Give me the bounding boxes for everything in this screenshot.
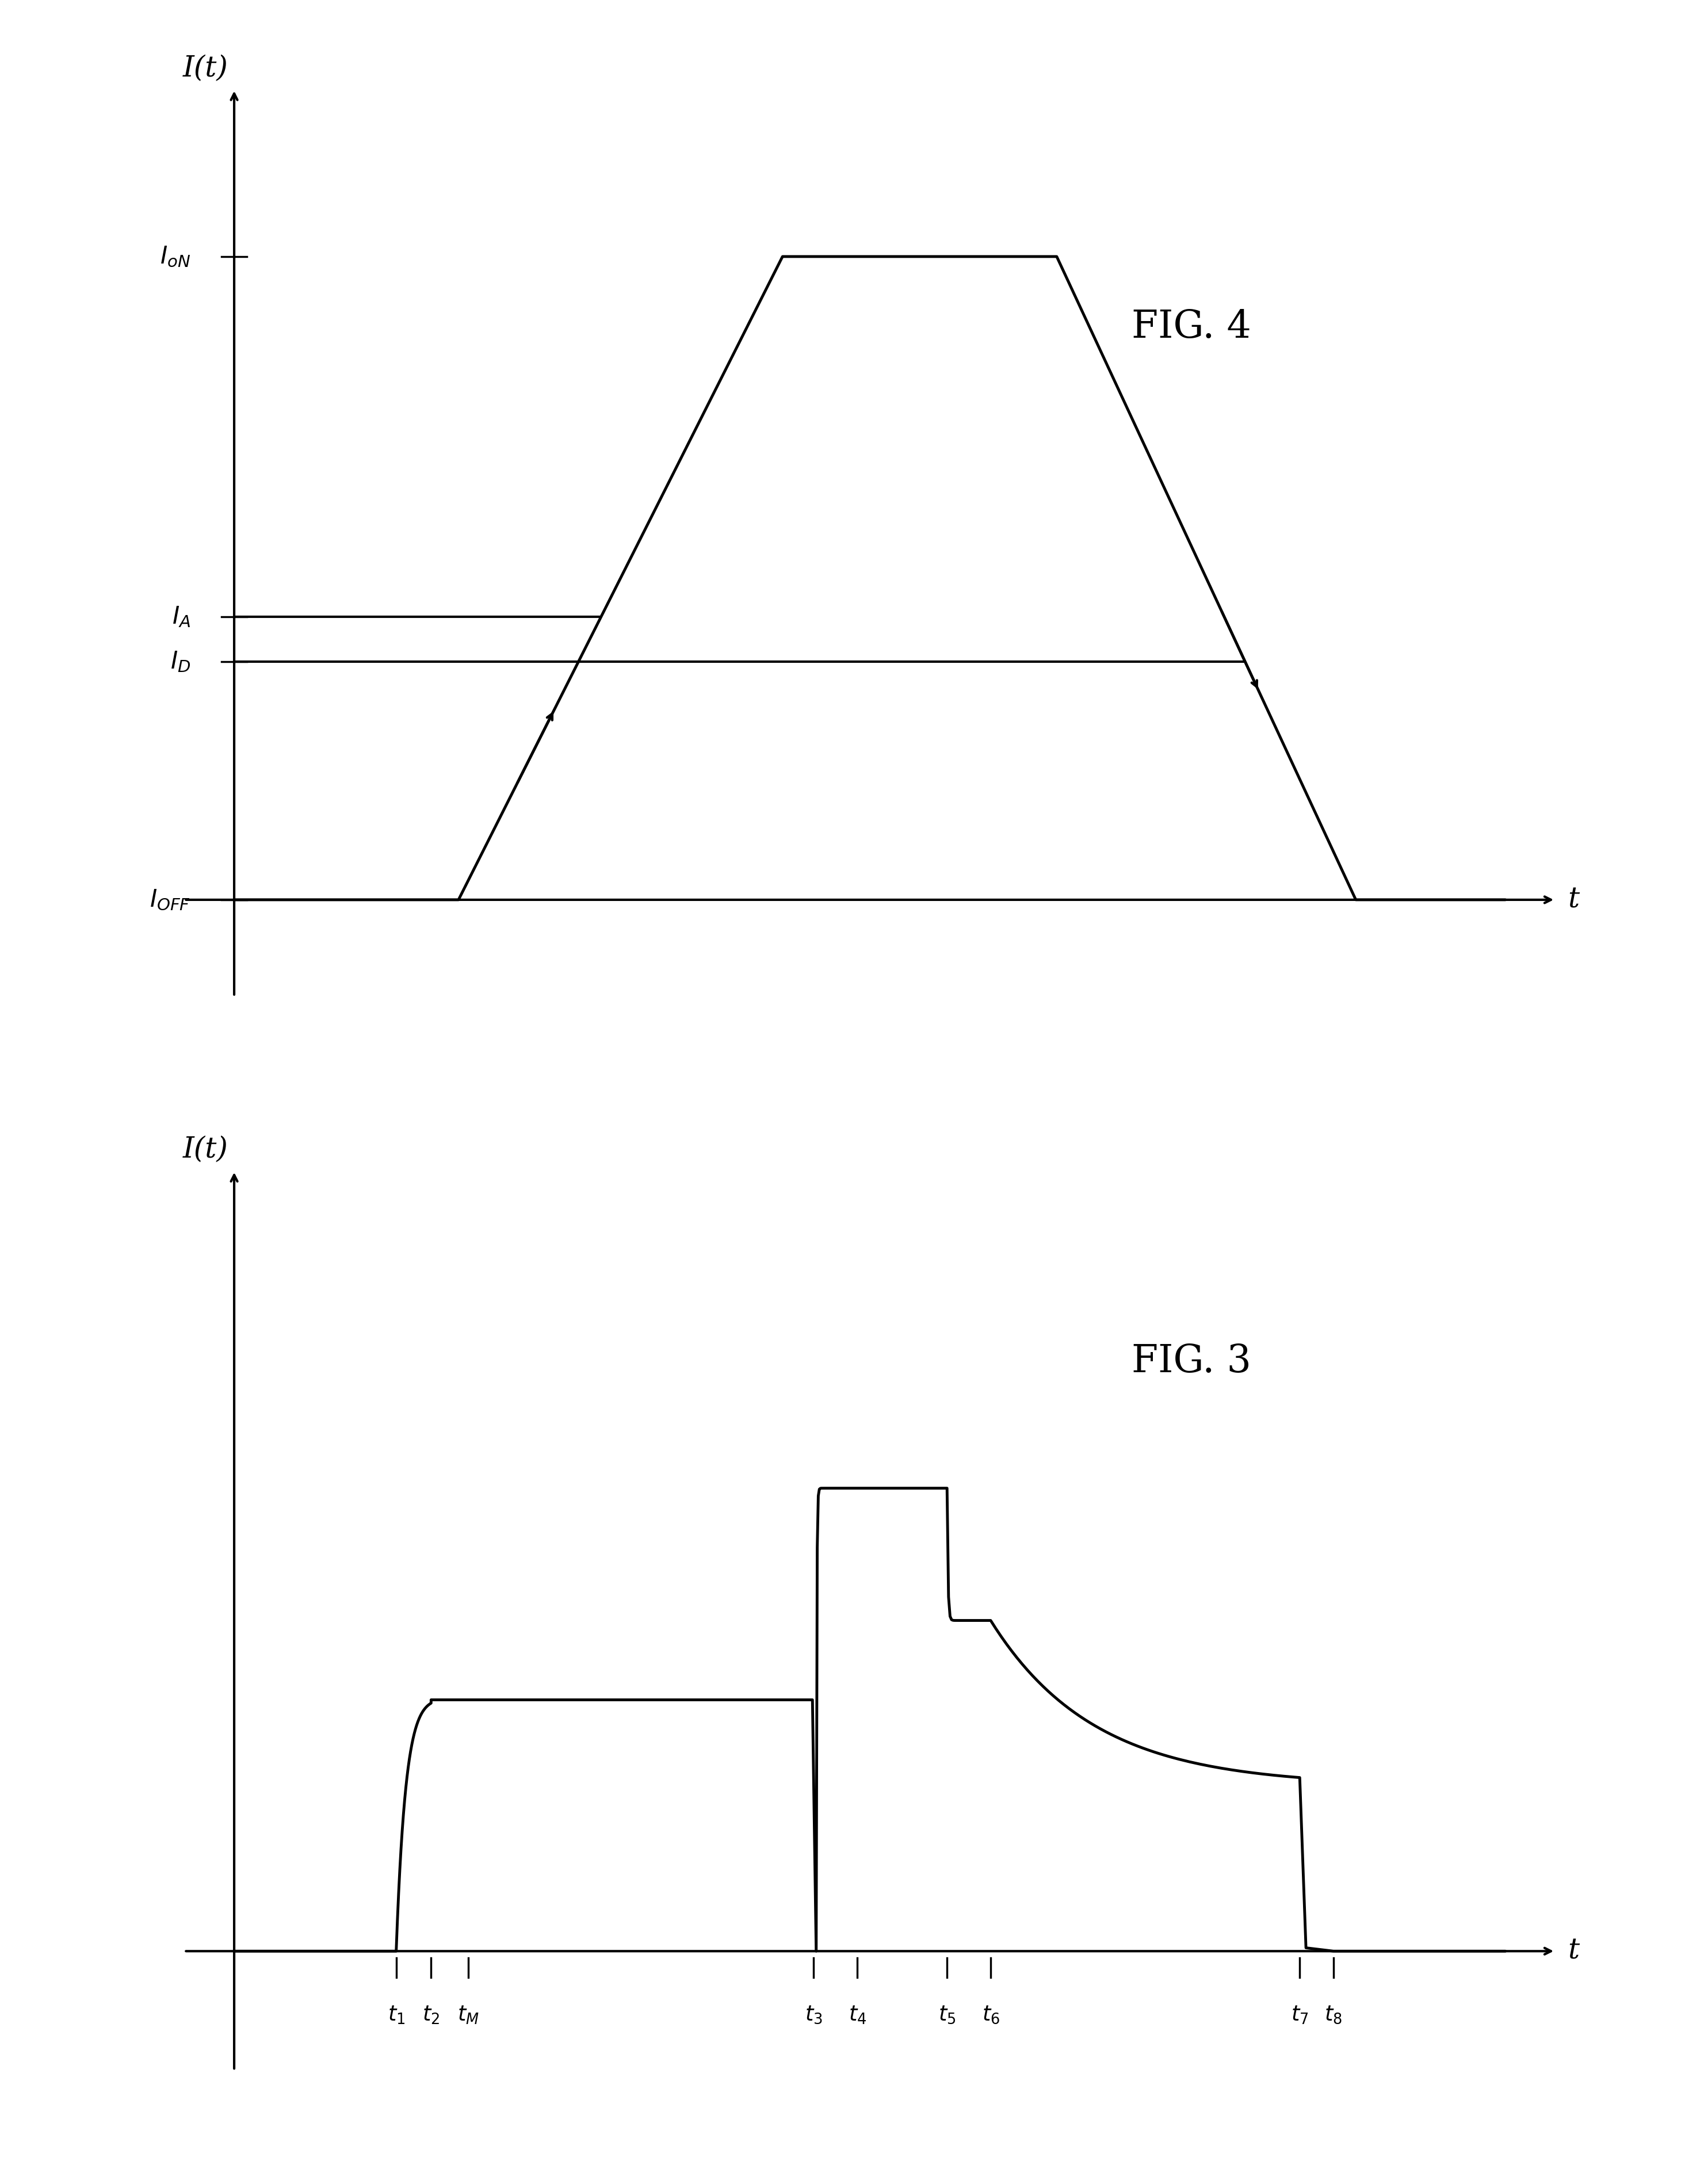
Text: $t_6$: $t_6$ <box>982 2005 1000 2025</box>
Text: $t_3$: $t_3$ <box>805 2005 822 2025</box>
Text: $\it{I}_D$: $\it{I}_D$ <box>170 649 190 675</box>
Text: $\it{I}_{oN}$: $\it{I}_{oN}$ <box>160 245 190 269</box>
Text: t: t <box>1568 1937 1578 1966</box>
Text: t: t <box>1568 885 1578 915</box>
Text: $\it{I}_A$: $\it{I}_A$ <box>171 605 190 629</box>
Text: $\it{I}_{OFF}$: $\it{I}_{OFF}$ <box>150 887 190 913</box>
Text: FIG. 4: FIG. 4 <box>1131 308 1251 345</box>
Text: $t_7$: $t_7$ <box>1291 2005 1308 2025</box>
Text: I(t): I(t) <box>183 55 229 83</box>
Text: $t_8$: $t_8$ <box>1325 2005 1341 2025</box>
Text: $t_1$: $t_1$ <box>387 2005 405 2025</box>
Text: $t_4$: $t_4$ <box>849 2005 866 2025</box>
Text: FIG. 3: FIG. 3 <box>1131 1343 1251 1380</box>
Text: $t_5$: $t_5$ <box>938 2005 956 2025</box>
Text: $t_M$: $t_M$ <box>457 2005 479 2025</box>
Text: I(t): I(t) <box>183 1136 229 1164</box>
Text: $t_2$: $t_2$ <box>422 2005 440 2025</box>
